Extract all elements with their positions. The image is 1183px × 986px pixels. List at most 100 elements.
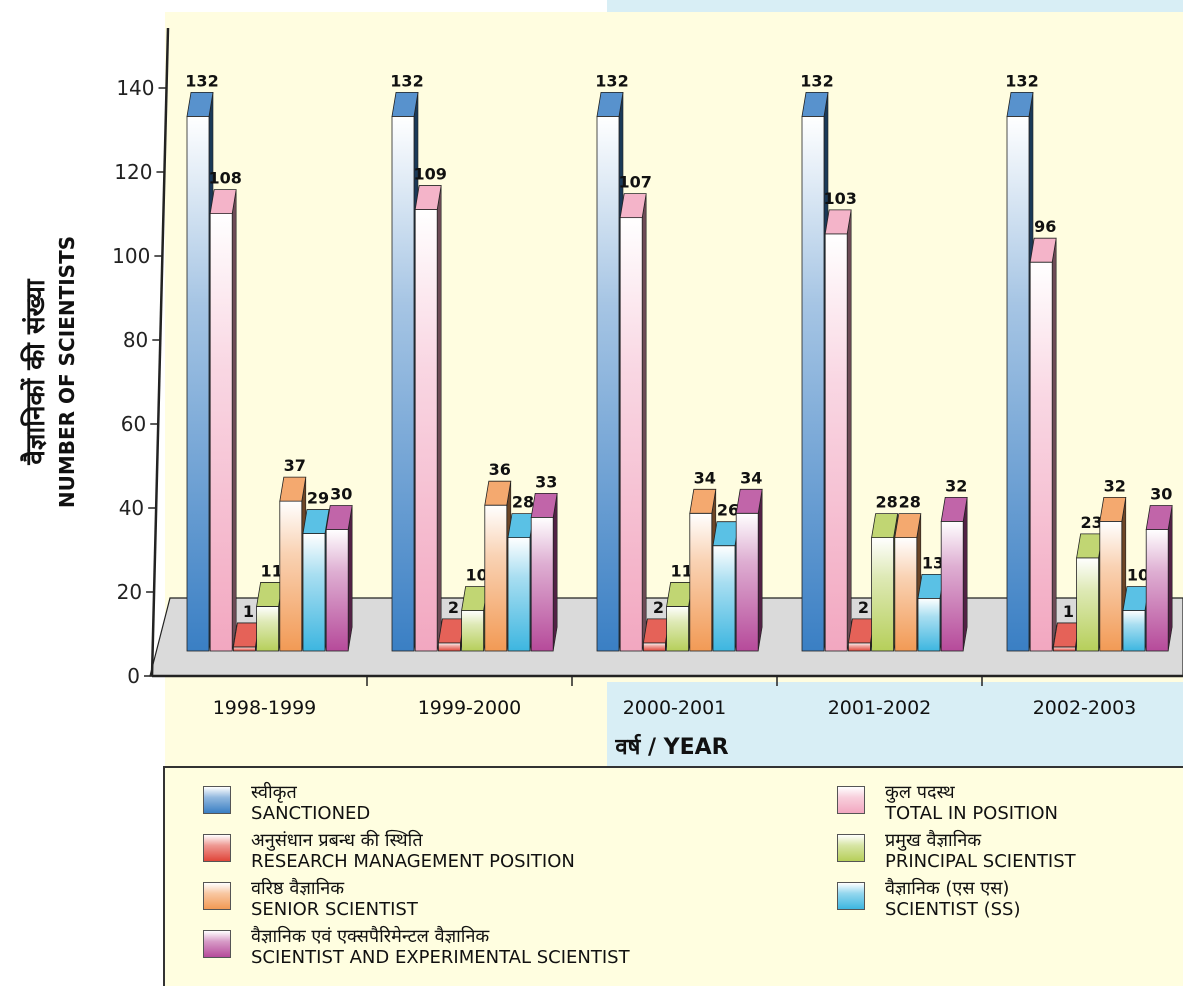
bar xyxy=(801,116,825,652)
legend-swatch xyxy=(203,930,231,958)
bar-top xyxy=(642,618,670,644)
bar-top xyxy=(437,618,465,644)
bar xyxy=(325,529,349,652)
y-tick-label: 60 xyxy=(121,412,146,436)
data-label: 37 xyxy=(284,456,306,475)
bar xyxy=(1006,116,1030,652)
data-label: 33 xyxy=(535,472,557,491)
bar xyxy=(619,217,643,652)
x-tick-label: 2000-2001 xyxy=(623,697,727,719)
data-label: 11 xyxy=(670,561,692,580)
y-tick-label: 20 xyxy=(117,580,142,604)
data-label: 28 xyxy=(899,493,921,512)
legend-swatch xyxy=(203,786,231,814)
bar-top xyxy=(484,480,512,506)
bar xyxy=(1122,610,1146,652)
bar xyxy=(391,116,415,652)
data-label: 109 xyxy=(413,165,446,184)
legend-item-sanctioned: स्वीकृत SANCTIONED xyxy=(203,782,370,824)
x-tick-label: 1999-2000 xyxy=(418,697,522,719)
bar xyxy=(848,642,871,652)
y-axis-label: NUMBER OF SCIENTISTS xyxy=(55,236,79,508)
bar-top xyxy=(391,92,419,117)
bar-top xyxy=(1076,533,1104,559)
bar xyxy=(1076,557,1099,652)
bar-top xyxy=(461,586,489,611)
bar-top xyxy=(824,209,852,235)
bar-top xyxy=(894,513,922,538)
legend-item-ss: वैज्ञानिक (एस एस) SCIENTIST (SS) xyxy=(837,878,1020,920)
legend-label: PRINCIPAL SCIENTIST xyxy=(885,851,1076,872)
legend-label: RESEARCH MANAGEMENT POSITION xyxy=(251,851,575,872)
legend-label: SANCTIONED xyxy=(251,803,371,824)
legend-swatch xyxy=(837,882,865,910)
legend-swatch xyxy=(837,786,865,814)
bar xyxy=(302,533,326,652)
bar xyxy=(461,610,485,652)
bar-top xyxy=(1052,622,1080,648)
legend-swatch xyxy=(203,882,231,910)
legend-item-sci: वैज्ञानिक एवं एक्सपैरिमेन्टल वैज्ञानिक SC… xyxy=(203,926,630,968)
legend-item-total: कुल पदस्थ TOTAL IN POSITION xyxy=(837,782,1058,824)
data-label: 132 xyxy=(185,71,218,90)
bar xyxy=(1145,529,1169,652)
data-label: 10 xyxy=(1127,566,1149,585)
data-label: 13 xyxy=(922,553,944,572)
legend-label: SENIOR SCIENTIST xyxy=(251,899,418,920)
y-tick-label: 140 xyxy=(116,76,154,100)
legend-label-hindi: स्वीकृत xyxy=(251,782,297,803)
data-label: 1 xyxy=(243,602,254,621)
bar-top xyxy=(1122,586,1150,611)
y-tick-label: 0 xyxy=(127,664,140,688)
data-label: 96 xyxy=(1034,217,1056,236)
data-label: 29 xyxy=(307,489,329,508)
bar-top xyxy=(1099,496,1127,522)
bar xyxy=(940,521,964,652)
data-label: 34 xyxy=(694,468,716,487)
bar-top xyxy=(917,573,945,599)
bar xyxy=(279,500,303,652)
legend-label: TOTAL IN POSITION xyxy=(885,803,1059,824)
legend-swatch xyxy=(837,834,865,862)
bar xyxy=(232,646,256,652)
data-label: 132 xyxy=(800,71,833,90)
data-label: 30 xyxy=(330,485,352,504)
bar-side xyxy=(436,185,442,652)
bar-top xyxy=(209,189,237,215)
data-label: 36 xyxy=(489,460,511,479)
data-label: 30 xyxy=(1150,485,1172,504)
legend-label-hindi: वैज्ञानिक (एस एस) xyxy=(885,878,1010,899)
data-label: 2 xyxy=(858,598,869,617)
bar xyxy=(437,642,461,652)
legend-item-rmp: अनुसंधान प्रबन्ध की स्थिति RESEARCH MANAG… xyxy=(203,830,575,872)
bar-top xyxy=(666,582,694,607)
bar-top xyxy=(596,92,624,117)
legend-item-senior: वरिष्ठ वैज्ञानिक SENIOR SCIENTIST xyxy=(203,878,418,920)
bar xyxy=(209,213,233,652)
bar xyxy=(824,233,848,652)
bar xyxy=(484,504,508,652)
bar-top xyxy=(712,521,740,547)
data-label: 132 xyxy=(1005,71,1038,90)
y-axis xyxy=(150,27,170,677)
bar-side xyxy=(846,209,852,652)
x-tick-label: 1998-1999 xyxy=(213,697,317,719)
data-label: 107 xyxy=(618,173,651,192)
x-tick-label: 2002-2003 xyxy=(1033,697,1137,719)
bar xyxy=(917,597,941,652)
data-label: 10 xyxy=(465,566,487,585)
bar-side xyxy=(552,493,558,652)
bar xyxy=(689,512,713,652)
bar-top xyxy=(689,488,717,514)
data-label: 32 xyxy=(1104,476,1126,495)
bar xyxy=(1053,646,1076,652)
data-label: 28 xyxy=(512,493,534,512)
bar xyxy=(643,642,666,652)
bar-top xyxy=(735,488,763,514)
bar-side xyxy=(962,497,968,652)
bar-top xyxy=(871,513,899,538)
bar xyxy=(530,516,554,652)
bar-top xyxy=(414,185,442,210)
bar xyxy=(735,512,759,652)
bar-top xyxy=(847,618,875,644)
